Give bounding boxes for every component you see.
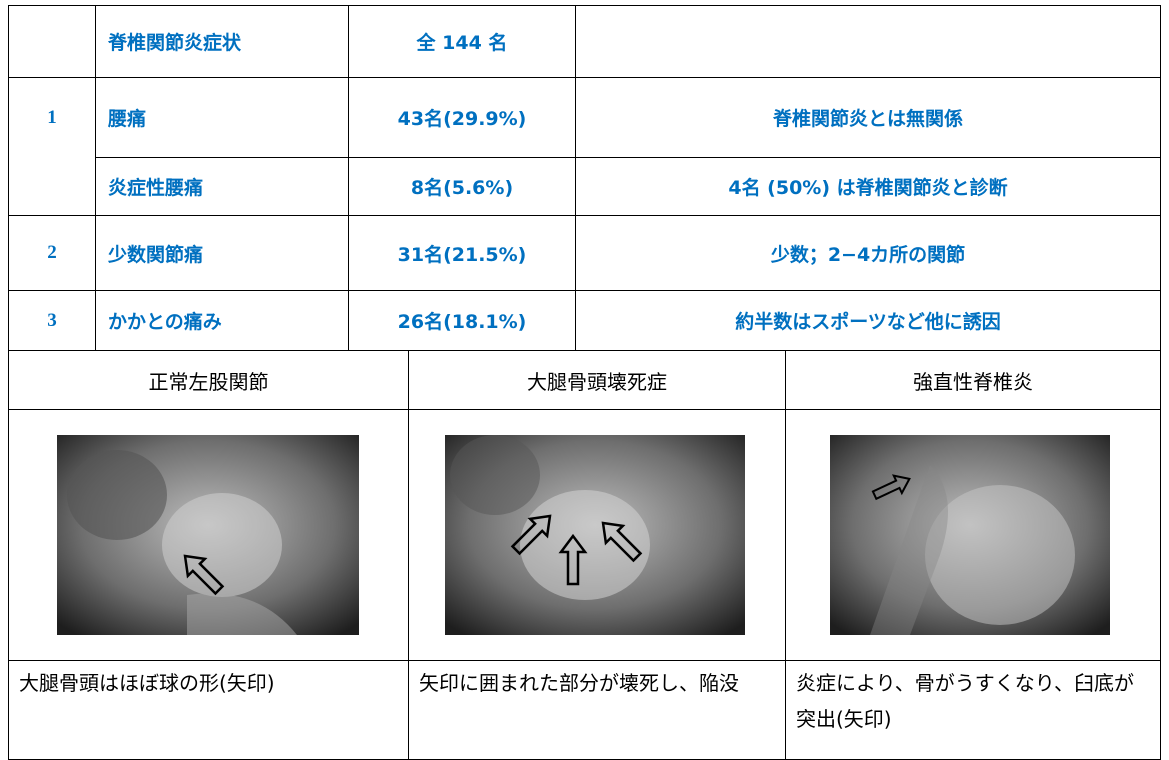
cell: 約半数はスポーツなど他に誘因 [576,291,1161,351]
cell [576,6,1161,78]
cell: 8名(5.6%) [349,158,576,216]
xray-table: 正常左股関節 大腿骨頭壊死症 強直性脊椎炎 大腿骨頭はほぼ球の形(矢印) 矢印に… [8,350,1161,760]
xray-image [830,435,1110,635]
cell: 2 [9,216,96,291]
cell: 少数関節痛 [96,216,349,291]
caption: 矢印に囲まれた部分が壊死し、陥没 [409,661,786,760]
cell: 3 [9,291,96,351]
cell: 炎症性腰痛 [96,158,349,216]
cell [9,6,96,78]
xray-image [57,435,359,635]
cell: 4名 (50%) は脊椎関節炎と診断 [576,158,1161,216]
heading: 強直性脊椎炎 [786,351,1161,410]
heading: 大腿骨頭壊死症 [409,351,786,410]
cell [9,158,96,216]
cell: かかとの痛み [96,291,349,351]
cell: 少数；2−4カ所の関節 [576,216,1161,291]
xray-image [445,435,745,635]
cell: 脊椎関節炎とは無関係 [576,78,1161,158]
header-cell: 全 144 名 [349,6,576,78]
cell: 腰痛 [96,78,349,158]
cell: 43名(29.9%) [349,78,576,158]
heading: 正常左股関節 [9,351,409,410]
image-cell [786,410,1161,661]
image-cell [409,410,786,661]
image-cell [9,410,409,661]
cell: 26名(18.1%) [349,291,576,351]
cell: 31名(21.5%) [349,216,576,291]
header-cell: 脊椎関節炎症状 [96,6,349,78]
cell: 1 [9,78,96,158]
caption: 大腿骨頭はほぼ球の形(矢印) [9,661,409,760]
page: 脊椎関節炎症状 全 144 名 1 腰痛 43名(29.9%) 脊椎関節炎とは無… [0,0,1169,760]
caption: 炎症により、骨がうすくなり、臼底が突出(矢印) [786,661,1161,760]
symptom-table: 脊椎関節炎症状 全 144 名 1 腰痛 43名(29.9%) 脊椎関節炎とは無… [8,5,1161,351]
